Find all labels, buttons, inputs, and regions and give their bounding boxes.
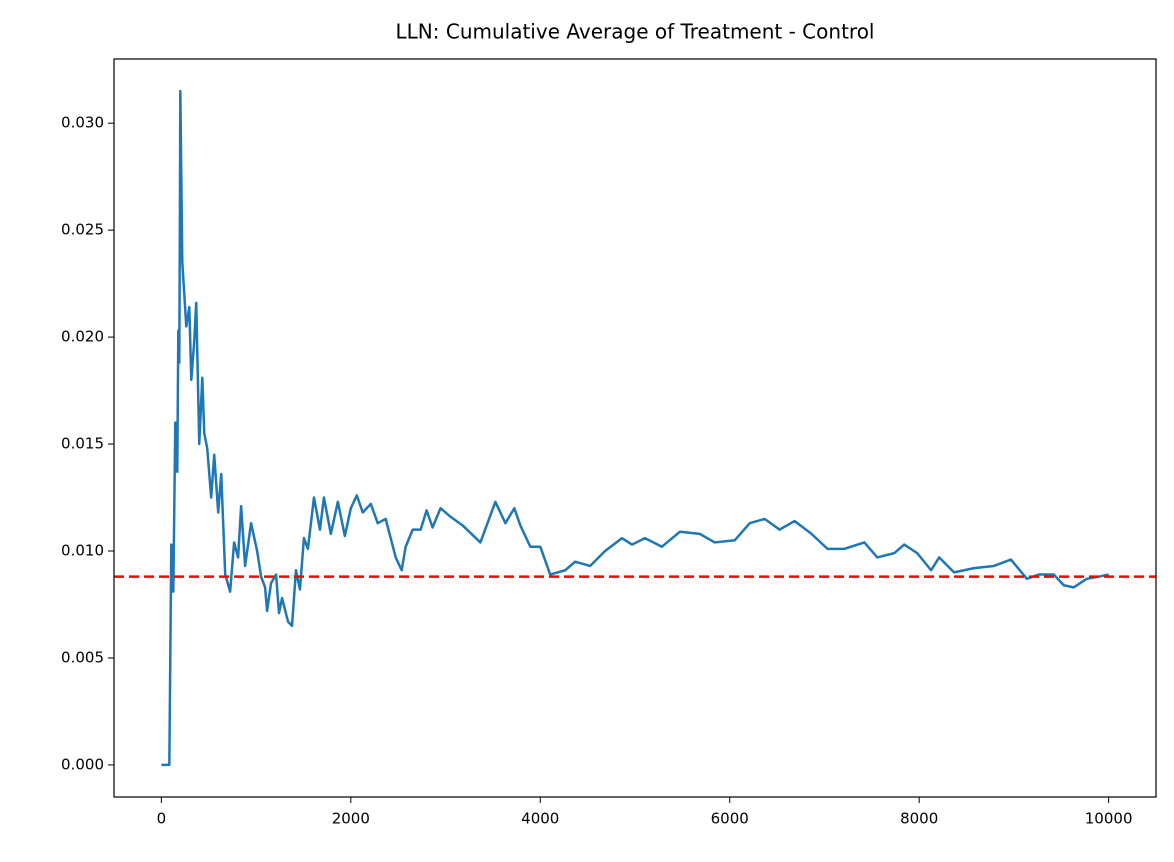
x-tick-label: 2000: [332, 810, 370, 828]
x-tick-label: 8000: [900, 810, 938, 828]
x-tick-label: 6000: [711, 810, 749, 828]
data-line: [161, 89, 1109, 767]
y-tick-label: 0.030: [61, 114, 104, 132]
x-tick-label: 0: [157, 810, 167, 828]
y-tick-label: 0.025: [61, 221, 104, 239]
y-tick-label: 0.005: [61, 648, 104, 666]
x-tick-label: 4000: [521, 810, 559, 828]
y-tick-label: 0.015: [61, 435, 104, 453]
plot-frame: [113, 58, 1157, 798]
y-tick-label: 0.000: [61, 755, 104, 773]
y-tick-label: 0.020: [61, 328, 104, 346]
chart-title: LLN: Cumulative Average of Treatment - C…: [396, 20, 875, 44]
y-tick-label: 0.010: [61, 542, 104, 560]
x-tick-label: 10000: [1085, 810, 1133, 828]
